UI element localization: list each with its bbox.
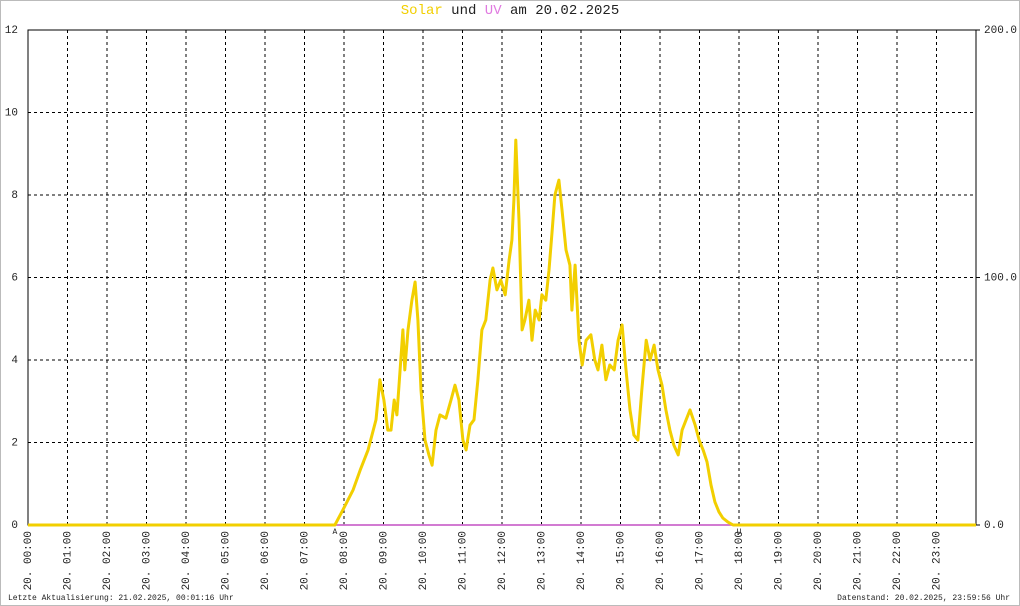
x-tick-label: 20. 19:00 — [773, 531, 785, 590]
y2-tick-label: 0.0 — [984, 520, 1004, 532]
x-tick-label: 20. 02:00 — [102, 531, 114, 590]
x-tick-label: 20. 21:00 — [852, 531, 864, 590]
title-part: und — [443, 3, 485, 19]
x-tick-label: 20. 06:00 — [260, 531, 272, 590]
title-part: Solar — [401, 3, 443, 19]
event-marker: U — [737, 528, 742, 537]
x-tick-label: 20. 10:00 — [418, 531, 430, 590]
x-tick-label: 20. 20:00 — [813, 531, 825, 590]
x-tick-label: 20. 03:00 — [141, 531, 153, 590]
x-tick-label: 20. 23:00 — [931, 531, 943, 590]
y-tick-label: 10 — [5, 107, 18, 119]
x-tick-label: 20. 12:00 — [497, 531, 509, 590]
y-tick-label: 6 — [11, 272, 18, 284]
x-tick-label: 20. 00:00 — [23, 531, 35, 590]
y2-tick-label: 200.0 — [984, 25, 1017, 37]
title-part: UV — [485, 3, 502, 19]
title-part: am 20.02.2025 — [502, 3, 620, 19]
x-tick-label: 20. 01:00 — [62, 531, 74, 590]
y-tick-label: 12 — [5, 25, 18, 37]
footer-right: Datenstand: 20.02.2025, 23:59:56 Uhr — [837, 594, 1010, 603]
y-tick-label: 2 — [11, 437, 18, 449]
y-tick-label: 0 — [11, 520, 18, 532]
x-tick-label: 20. 17:00 — [694, 531, 706, 590]
x-tick-label: 20. 18:00 — [734, 531, 746, 590]
x-tick-label: 20. 09:00 — [378, 531, 390, 590]
x-tick-label: 20. 22:00 — [892, 531, 904, 590]
chart-title: Solar und UV am 20.02.2025 — [401, 3, 619, 19]
x-tick-label: 20. 07:00 — [299, 531, 311, 590]
y2-tick-label: 100.0 — [984, 272, 1017, 284]
footer-left: Letzte Aktualisierung: 21.02.2025, 00:01… — [8, 594, 234, 603]
x-tick-label: 20. 13:00 — [536, 531, 548, 590]
x-tick-label: 20. 15:00 — [615, 531, 627, 590]
x-tick-label: 20. 05:00 — [220, 531, 232, 590]
x-tick-label: 20. 14:00 — [576, 531, 588, 590]
y-tick-label: 8 — [11, 190, 18, 202]
x-tick-label: 20. 08:00 — [339, 531, 351, 590]
y-tick-label: 4 — [11, 355, 18, 367]
event-marker: A — [333, 528, 338, 537]
x-tick-label: 20. 16:00 — [655, 531, 667, 590]
x-tick-label: 20. 04:00 — [181, 531, 193, 590]
data-line — [28, 138, 976, 527]
x-tick-label: 20. 11:00 — [457, 531, 469, 590]
